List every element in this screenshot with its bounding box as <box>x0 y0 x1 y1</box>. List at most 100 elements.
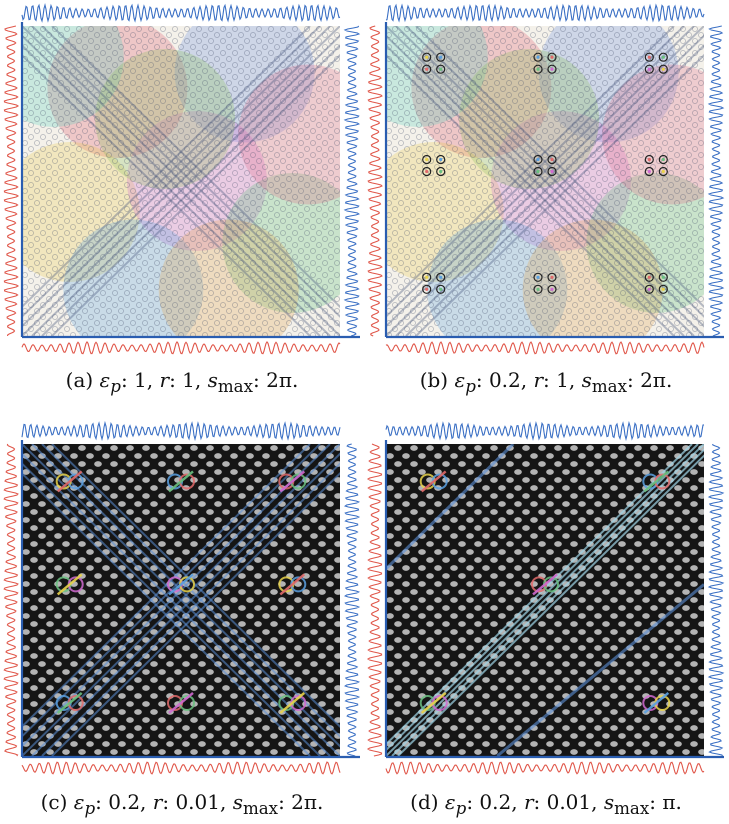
panel-c <box>0 418 365 780</box>
node-marker <box>439 276 442 279</box>
plot-area <box>0 444 365 756</box>
node-marker <box>550 288 553 291</box>
node-marker <box>536 170 539 173</box>
caption-c-prefix: (c) <box>41 790 74 814</box>
caption-b-s-sub: max <box>592 377 627 396</box>
left-signal <box>368 26 382 336</box>
interference-plot-c <box>0 418 365 780</box>
plot-area <box>374 444 716 756</box>
caption-b-prefix: (b) <box>420 368 455 392</box>
caption-c-r: r <box>153 790 163 814</box>
caption-c-r-value: : 0.01, <box>162 790 232 814</box>
caption-d-s: s <box>604 790 614 814</box>
bottom-signal <box>386 342 704 354</box>
top-signal <box>386 5 704 20</box>
caption-c-s: s <box>233 790 243 814</box>
node-marker <box>425 170 428 173</box>
node-marker <box>662 170 665 173</box>
node-marker <box>648 158 651 161</box>
node-marker <box>536 288 539 291</box>
node-marker <box>439 170 442 173</box>
node-marker <box>439 158 442 161</box>
bottom-signal <box>22 342 340 354</box>
caption-a-eps-value: : 1, <box>121 368 160 392</box>
caption-a-eps-sub: p <box>110 377 121 396</box>
caption-d: (d) εp: 0.2, r: 0.01, smax: π. <box>366 790 726 818</box>
caption-b-eps: ε <box>454 368 465 392</box>
caption-a-s-value: : 2π. <box>253 368 298 392</box>
interference-plot-a <box>0 0 365 360</box>
caption-d-r: r <box>524 790 534 814</box>
node-marker <box>550 170 553 173</box>
caption-b-s: s <box>582 368 592 392</box>
caption-b-s-value: : 2π. <box>627 368 672 392</box>
bottom-signal <box>22 762 340 774</box>
caption-b-r-value: : 1, <box>543 368 582 392</box>
node-marker <box>648 170 651 173</box>
caption-c-eps: ε <box>74 790 85 814</box>
left-signal <box>4 26 18 336</box>
caption-d-eps: ε <box>445 790 456 814</box>
caption-d-eps-sub: p <box>456 799 467 818</box>
caption-d-eps-value: : 0.2, <box>466 790 524 814</box>
caption-a-r-value: : 1, <box>169 368 208 392</box>
caption-b: (b) εp: 0.2, r: 1, smax: 2π. <box>366 368 726 396</box>
interference-plot-b <box>364 0 729 360</box>
caption-b-eps-value: : 0.2, <box>476 368 534 392</box>
top-signal <box>22 5 340 21</box>
node-marker <box>550 276 553 279</box>
right-signal <box>345 444 359 756</box>
node-marker <box>425 158 428 161</box>
node-marker <box>536 158 539 161</box>
node-marker <box>662 288 665 291</box>
top-signal <box>22 423 340 439</box>
node-marker <box>425 68 428 71</box>
bottom-signal <box>386 762 704 774</box>
panel-d <box>364 418 729 780</box>
caption-b-eps-sub: p <box>465 377 476 396</box>
node-marker <box>536 68 539 71</box>
node-marker <box>439 56 442 59</box>
caption-c-s-value: : 2π. <box>278 790 323 814</box>
node-marker <box>662 56 665 59</box>
node-marker <box>648 276 651 279</box>
right-signal <box>709 26 723 336</box>
caption-a-r: r <box>160 368 170 392</box>
caption-c-eps-value: : 0.2, <box>95 790 153 814</box>
right-signal <box>709 444 723 756</box>
node-marker <box>536 56 539 59</box>
caption-d-s-value: : π. <box>649 790 682 814</box>
caption-a-prefix: (a) <box>66 368 100 392</box>
node-marker <box>550 56 553 59</box>
caption-a-s-sub: max <box>218 377 253 396</box>
caption-d-s-sub: max <box>614 799 649 818</box>
node-marker <box>439 288 442 291</box>
node-marker <box>662 68 665 71</box>
caption-b-r: r <box>533 368 543 392</box>
right-signal <box>345 26 359 336</box>
top-signal <box>386 423 704 439</box>
plot-area <box>0 0 365 360</box>
node-marker <box>648 288 651 291</box>
node-marker <box>662 158 665 161</box>
caption-d-prefix: (d) <box>410 790 445 814</box>
caption-c: (c) εp: 0.2, r: 0.01, smax: 2π. <box>2 790 362 818</box>
panel-b <box>364 0 729 360</box>
node-marker <box>550 158 553 161</box>
node-marker <box>439 68 442 71</box>
interference-plot-d <box>364 418 729 780</box>
left-signal <box>4 444 18 756</box>
plot-area <box>364 0 729 360</box>
caption-c-eps-sub: p <box>84 799 95 818</box>
node-marker <box>425 288 428 291</box>
node-marker <box>648 56 651 59</box>
caption-d-r-value: : 0.01, <box>534 790 604 814</box>
panel-a <box>0 0 365 360</box>
node-marker <box>425 276 428 279</box>
caption-c-s-sub: max <box>243 799 278 818</box>
caption-a-eps: ε <box>100 368 111 392</box>
node-marker <box>648 68 651 71</box>
node-marker <box>425 56 428 59</box>
caption-a-s: s <box>208 368 218 392</box>
node-marker <box>536 276 539 279</box>
